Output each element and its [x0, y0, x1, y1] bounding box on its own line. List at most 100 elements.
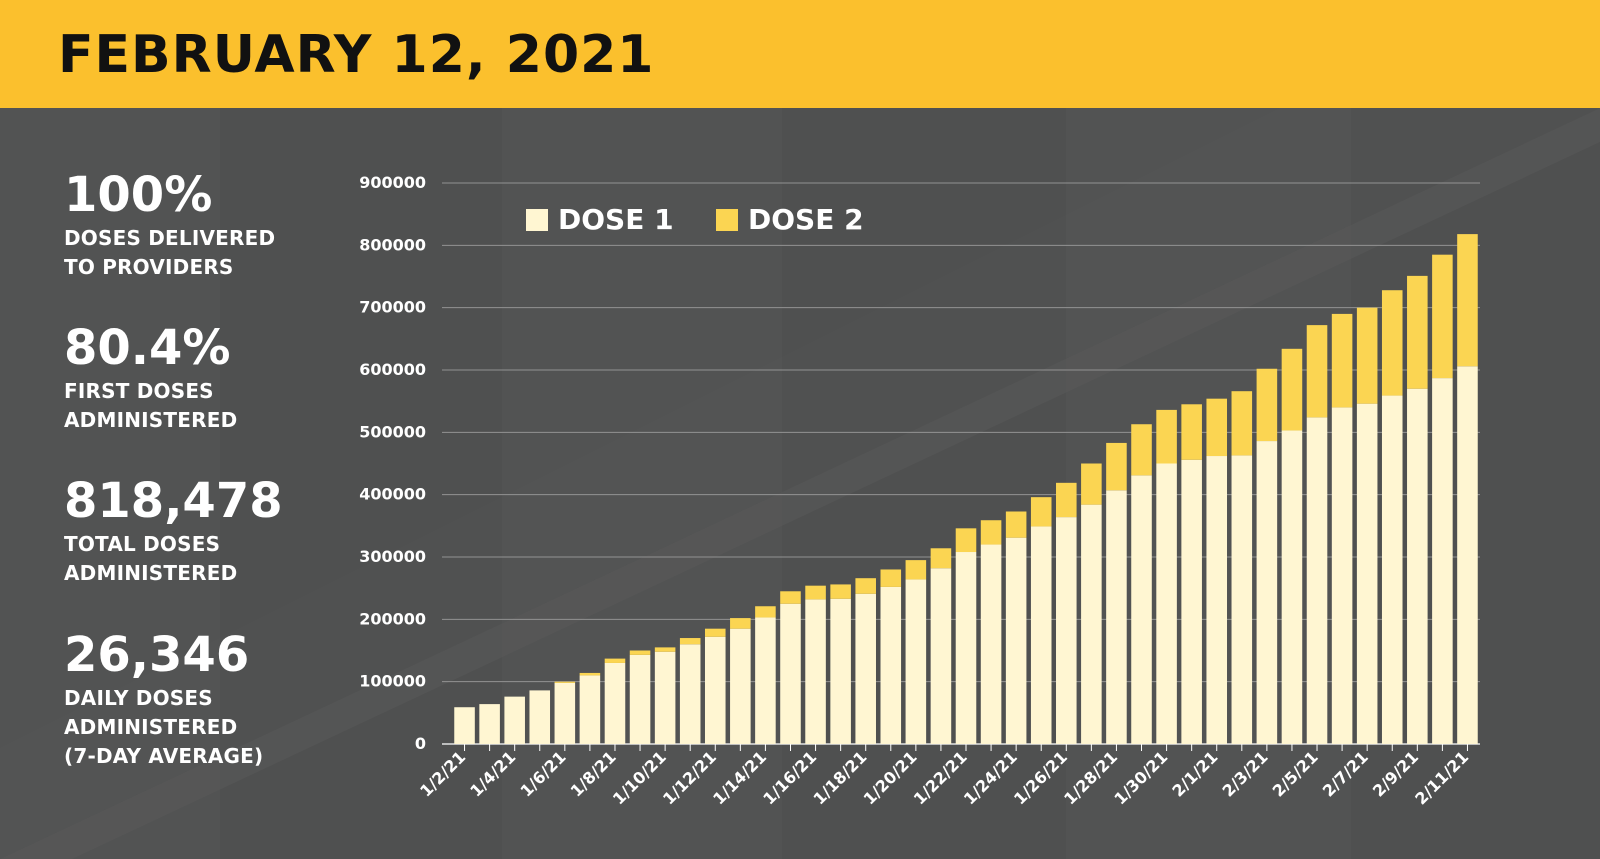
stat-value: 100%	[64, 167, 213, 223]
bar-segment-dose-2	[1206, 398, 1228, 457]
bar-segment-dose-1	[1056, 517, 1077, 744]
legend-swatch-dose-2	[716, 209, 738, 231]
x-axis-tick-label: 1/28/21	[1060, 747, 1121, 808]
x-axis-tick-label: 1/6/21	[516, 747, 569, 800]
bar-segment-dose-1	[1131, 475, 1152, 744]
bar-segment-dose-2	[755, 606, 776, 618]
bar-segment-dose-1	[1256, 441, 1278, 744]
stat-label: DAILY DOSES ADMINISTERED (7-DAY AVERAGE)	[64, 684, 334, 771]
legend-swatch-dose-1	[526, 209, 548, 231]
x-axis-tick-label: 1/24/21	[960, 747, 1021, 808]
stat-value: 80.4%	[64, 320, 231, 376]
bar-segment-dose-2	[980, 520, 1002, 545]
bar-segment-dose-2	[654, 647, 676, 652]
stat-label-line: ADMINISTERED	[64, 561, 238, 585]
stacked-bars	[454, 234, 1478, 744]
y-axis-labels: 0 100000 200000 300000 400000 500000 600000 700…	[359, 173, 426, 753]
bar-segment-dose-1	[654, 651, 676, 744]
bar-segment-dose-1	[1407, 388, 1428, 744]
stacked-bar-chart: 0 100000 200000 300000 400000 500000 600000 700…	[359, 173, 1480, 808]
stat-doses-delivered: 100% DOSES DELIVERED TO PROVIDERS	[64, 168, 334, 282]
bar-segment-dose-1	[880, 586, 902, 744]
bar-segment-dose-2	[805, 585, 826, 600]
legend-label-dose-1: DOSE 1	[558, 203, 674, 236]
bar-segment-dose-1	[1030, 526, 1052, 744]
bar-segment-dose-1	[955, 552, 977, 744]
stat-label-line: DAILY DOSES	[64, 686, 213, 710]
bar-segment-dose-2	[780, 591, 801, 604]
bar-segment-dose-2	[1131, 424, 1152, 476]
bar-segment-dose-2	[1256, 368, 1278, 442]
bar-segment-dose-2	[830, 584, 851, 599]
stat-label-line: TOTAL DOSES	[64, 532, 221, 556]
bar-segment-dose-1	[980, 544, 1002, 744]
bar-segment-dose-1	[1381, 395, 1403, 744]
bar-segment-dose-2	[855, 578, 876, 594]
bar-segment-dose-2	[1181, 404, 1202, 460]
bar-segment-dose-1	[805, 599, 826, 744]
stat-label: FIRST DOSES ADMINISTERED	[64, 377, 334, 435]
bar-segment-dose-2	[1407, 275, 1428, 389]
x-axis-tick-label: 1/14/21	[709, 747, 770, 808]
stat-label: TOTAL DOSES ADMINISTERED	[64, 530, 334, 588]
y-axis-tick-label: 500000	[359, 422, 426, 441]
y-axis-tick-label: 300000	[359, 547, 426, 566]
bar-segment-dose-2	[704, 628, 726, 637]
bar-segment-dose-1	[930, 568, 952, 744]
bar-segment-dose-2	[1281, 348, 1303, 431]
y-axis-tick-label: 800000	[359, 235, 426, 254]
bar-segment-dose-1	[1005, 537, 1027, 744]
bar-segment-dose-1	[1432, 378, 1453, 744]
bar-segment-dose-1	[554, 682, 576, 744]
bar-segment-dose-2	[1331, 313, 1353, 408]
bar-segment-dose-1	[604, 662, 626, 744]
stat-first-doses: 80.4% FIRST DOSES ADMINISTERED	[64, 321, 334, 435]
x-axis-tick-label: 2/5/21	[1269, 747, 1322, 800]
x-axis-tick-label: 1/18/21	[809, 747, 870, 808]
y-axis-tick-label: 700000	[359, 298, 426, 317]
bar-segment-dose-1	[905, 579, 927, 744]
stat-value: 26,346	[64, 627, 250, 683]
bar-segment-dose-2	[1306, 325, 1328, 418]
bar-segment-dose-2	[1231, 391, 1253, 456]
bar-segment-dose-1	[855, 593, 876, 744]
y-axis-tick-label: 100000	[359, 672, 426, 691]
bar-segment-dose-1	[1081, 504, 1102, 744]
y-axis-tick-label: 900000	[359, 173, 426, 192]
bar-segment-dose-2	[604, 658, 626, 663]
x-axis-tick-label: 1/20/21	[860, 747, 921, 808]
bar-segment-dose-2	[730, 618, 751, 629]
bar-segment-dose-2	[1056, 482, 1077, 518]
bar-segment-dose-1	[780, 603, 801, 744]
page-title: FEBRUARY 12, 2021	[58, 25, 655, 85]
bar-segment-dose-1	[1281, 430, 1303, 744]
stat-daily-doses: 26,346 DAILY DOSES ADMINISTERED (7-DAY A…	[64, 628, 334, 771]
x-axis-tick-label: 2/3/21	[1219, 747, 1272, 800]
x-axis-tick-label: 1/26/21	[1010, 747, 1071, 808]
bar-segment-dose-1	[579, 675, 601, 744]
y-axis-tick-label: 400000	[359, 485, 426, 504]
bar-segment-dose-1	[1231, 455, 1253, 744]
bar-segment-dose-2	[1030, 497, 1052, 527]
x-axis-tick-label: 1/12/21	[659, 747, 720, 808]
bar-segment-dose-1	[1457, 366, 1478, 744]
stat-label-line: DOSES DELIVERED	[64, 226, 276, 250]
x-axis-labels: 1/2/211/4/211/6/211/8/211/10/211/12/211/…	[416, 747, 1472, 808]
bar-segment-dose-1	[504, 696, 525, 744]
bar-segment-dose-1	[755, 617, 776, 744]
bar-segment-dose-2	[955, 528, 977, 553]
bar-segment-dose-2	[1432, 254, 1453, 379]
bar-segment-dose-2	[1106, 442, 1127, 491]
stat-label: DOSES DELIVERED TO PROVIDERS	[64, 224, 334, 282]
bar-segment-dose-1	[1306, 417, 1328, 744]
bar-segment-dose-2	[1381, 290, 1403, 396]
stat-label-line: (7-DAY AVERAGE)	[64, 744, 264, 768]
y-axis-tick-label: 0	[415, 734, 426, 753]
y-axis-tick-label: 600000	[359, 360, 426, 379]
bar-segment-dose-2	[880, 569, 902, 587]
bar-segment-dose-1	[830, 598, 851, 744]
bar-segment-dose-1	[679, 644, 701, 744]
x-axis-tick-label: 2/7/21	[1319, 747, 1372, 800]
bar-segment-dose-1	[479, 704, 500, 744]
